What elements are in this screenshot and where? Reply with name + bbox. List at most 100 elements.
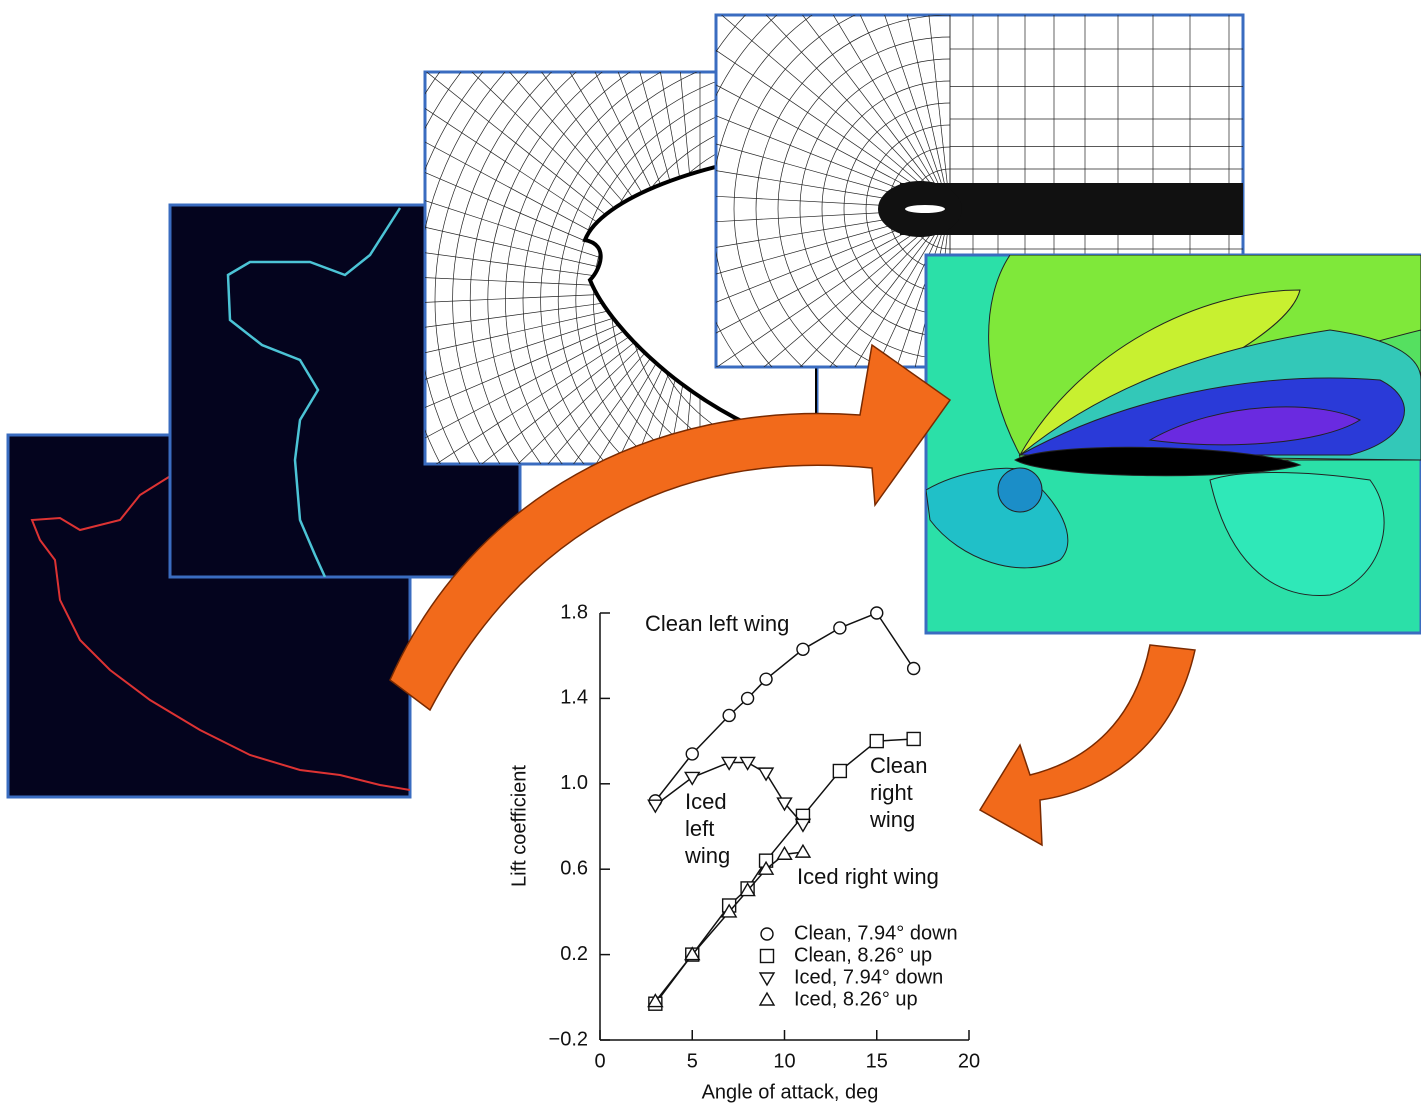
ice-shape [30,435,410,791]
annotation: Iced right wing [797,864,939,889]
mesh-line [799,208,951,367]
x-tick-label: 0 [594,1050,605,1072]
marker [759,672,773,686]
mesh-line [668,289,701,464]
x-axis-label: Angle of attack, deg [702,1081,879,1103]
annotation: Iced left wing [685,789,731,868]
legend-label: Iced, 8.26° up [794,988,918,1010]
marker [720,903,738,918]
process-arrow [978,644,1196,847]
marker [684,946,701,961]
x-tick-label: 20 [958,1050,980,1072]
mesh-line [716,208,951,303]
marker [832,763,848,779]
illustration [6,13,1421,847]
marker [776,797,793,812]
mesh-line [829,208,951,367]
legend-marker [758,991,776,1006]
ice-shape [226,207,402,577]
annotation: Clean right wing [870,753,928,832]
mesh-line [575,77,817,464]
marker [757,860,775,875]
y-tick-label: −0.2 [549,1028,588,1050]
mesh-line [593,93,817,464]
marker [833,621,847,635]
mesh-line [481,289,701,464]
marker [757,767,775,782]
mesh-line [716,208,951,248]
mesh-line [517,289,701,464]
mesh-line [716,208,951,334]
marker [796,642,810,656]
mesh-line [651,289,701,464]
y-tick-label: 0.6 [560,857,588,879]
mesh-line [434,72,529,464]
legend-marker [758,972,776,987]
airfoil [905,205,945,213]
mesh-line [425,289,701,408]
mesh-line [425,289,701,439]
mesh-line [896,208,951,367]
mesh-line [615,289,701,464]
series-line [654,851,804,1003]
mesh-line [765,15,951,210]
marker [906,731,921,747]
mesh-line [799,58,951,360]
mesh-line [854,208,951,367]
marker [776,845,793,860]
mesh-line [733,15,856,367]
mesh-line [425,289,701,354]
mesh-line [876,208,951,367]
mesh-line [522,72,662,464]
marker [722,708,736,723]
mesh-line [716,170,951,210]
mesh-line [452,72,553,464]
mesh-line [865,124,951,294]
mesh-line [928,15,951,210]
mesh-line [763,208,951,367]
legend-label: Iced, 7.94° down [794,966,943,988]
mesh-line [595,289,701,464]
marker [794,818,812,833]
marker [906,661,921,676]
y-tick-label: 1.0 [560,772,588,794]
marker [720,756,738,771]
mesh-line [540,72,698,464]
mesh-line [716,208,951,275]
mesh-line [716,143,951,210]
marker [647,993,664,1008]
mesh-line [721,15,951,210]
x-tick-label: 10 [773,1050,795,1072]
mesh-line [906,15,951,210]
marker [740,691,755,706]
x-tick-label: 15 [866,1050,888,1072]
y-tick-label: 1.8 [560,601,588,623]
contours [926,255,1421,597]
mesh-line [821,80,951,338]
legend-marker [760,927,774,941]
mesh-line [487,72,603,464]
mesh-line [859,15,951,210]
legend-label: Clean, 7.94° down [794,922,958,944]
mesh-line [843,102,951,316]
y-tick-label: 1.4 [560,687,588,709]
mesh-line [557,72,747,464]
mesh-line [547,289,701,464]
y-tick-label: 0.2 [560,943,588,965]
legend-label: Clean, 8.26° up [794,944,932,966]
marker [647,799,664,814]
marker [794,843,812,858]
mesh-line [716,84,951,210]
x-tick-label: 5 [687,1050,698,1072]
legend-marker [759,948,775,964]
process-arrow [389,343,952,712]
mesh-line [716,208,951,223]
mesh-line [716,49,951,210]
mesh-line [716,115,951,210]
marker [869,733,884,749]
annotation: Clean left wing [645,611,790,636]
mesh-line [425,289,701,380]
y-axis-label: Lift coefficient [508,765,530,887]
